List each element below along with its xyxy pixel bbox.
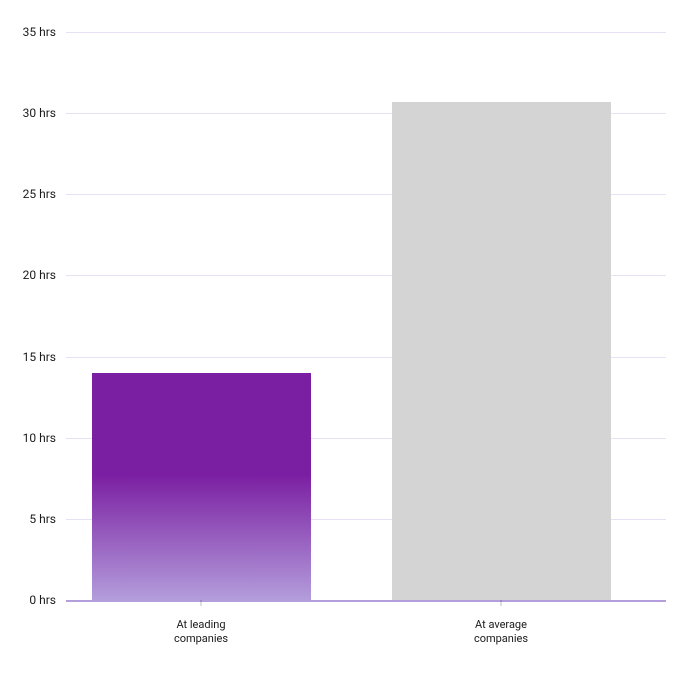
y-axis-tick-label: 25 hrs (23, 187, 66, 201)
bar-chart: 0 hrs 5 hrs 10 hrs 15 hrs 20 hrs 25 hrs 30 hrs… (0, 0, 675, 676)
x-axis-tick-label-line: At average (441, 618, 561, 632)
x-axis-tick-mark (201, 600, 202, 606)
plot-area: 0 hrs5 hrs10 hrs15 hrs20 hrs25 hrs30 hrs… (66, 32, 666, 600)
x-axis-tick-label-line: companies (141, 632, 261, 646)
y-axis-tick-label: 5 hrs (29, 512, 66, 526)
gridline (66, 32, 666, 33)
bar (92, 373, 311, 600)
y-axis-tick-label: 0 hrs (29, 593, 66, 607)
y-axis-tick-label: 30 hrs (23, 106, 66, 120)
y-axis-tick-label: 20 hrs (23, 268, 66, 282)
x-axis-tick-mark (501, 600, 502, 606)
x-axis-tick-label-line: companies (441, 632, 561, 646)
y-axis-tick-label: 35 hrs (23, 25, 66, 39)
y-axis-tick-label: 10 hrs (23, 431, 66, 445)
gridline (66, 600, 666, 602)
y-axis-tick-label: 15 hrs (23, 350, 66, 364)
x-axis-tick-label-line: At leading (141, 618, 261, 632)
x-axis-tick-label: At leadingcompanies (141, 618, 261, 646)
x-axis-tick-label: At averagecompanies (441, 618, 561, 646)
bar (392, 102, 611, 600)
